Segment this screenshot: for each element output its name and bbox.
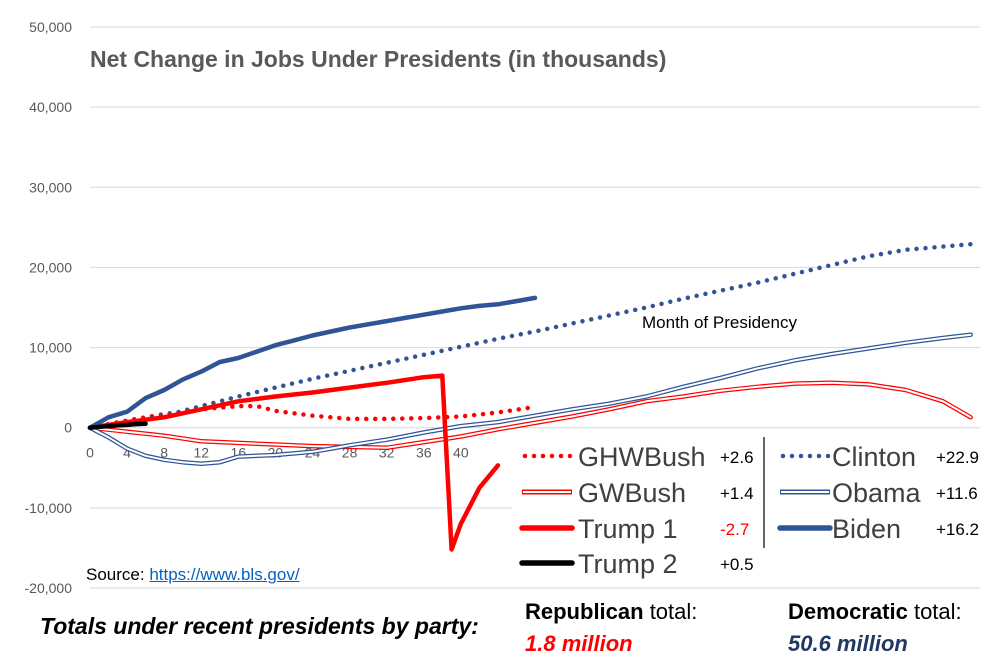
series-line-clinton	[87, 241, 973, 430]
legend-value: +16.2	[936, 520, 979, 539]
series-lines	[87, 241, 973, 552]
totals-heading: Totals under recent presidents by party:	[40, 613, 479, 639]
gridlines	[90, 26, 980, 589]
legend-entry-gwbush: GWBush +1.4	[522, 478, 754, 508]
republican-suffix: total:	[643, 599, 698, 624]
democratic-suffix: total:	[907, 599, 962, 624]
legend-entry-clinton: Clinton +22.9	[780, 442, 979, 472]
legend-name: Biden	[832, 514, 901, 544]
series-line-inner-obama	[89, 333, 972, 465]
legend-name: GWBush	[578, 478, 686, 508]
legend-entry-ghwbush: GHWBush +2.6	[522, 442, 754, 472]
x-tick-label: 40	[453, 445, 469, 461]
legend-entry-obama: Obama +11.6	[780, 478, 978, 508]
legend-entry-trump-1: Trump 1 -2.7	[519, 514, 749, 544]
legend-name: Trump 1	[578, 514, 678, 544]
series-trump-2	[87, 421, 148, 430]
series-gwbush	[87, 380, 973, 451]
chart-title: Net Change in Jobs Under Presidents (in …	[90, 46, 667, 72]
legend-panel	[512, 435, 990, 583]
y-tick-label: 20,000	[29, 259, 72, 275]
legend: GHWBush +2.6 GWBush +1.4 Trump 1 -2.7 Trump 2 +…	[512, 435, 990, 583]
democratic-total: Democratic total: 50.6 million	[788, 597, 962, 661]
legend-value: +22.9	[936, 448, 979, 467]
legend-name: Obama	[832, 478, 922, 508]
jobs-chart: 50,000 40,000 30,000 20,000 10,000 0 -10,000 -2…	[24, 19, 990, 595]
source-line: Source: https://www.bls.gov/	[86, 565, 300, 585]
y-tick-label: 10,000	[29, 340, 72, 356]
democratic-value: 50.6 million	[788, 631, 908, 656]
x-tick-label: 8	[160, 445, 168, 461]
legend-entry-trump-2: Trump 2 +0.5	[519, 549, 754, 579]
y-tick-label: -20,000	[25, 580, 73, 595]
legend-value: +2.6	[720, 448, 754, 467]
source-link[interactable]: https://www.bls.gov/	[149, 565, 300, 584]
legend-value: +0.5	[720, 555, 754, 574]
x-tick-label: 4	[123, 445, 131, 461]
x-axis-label: Month of Presidency	[642, 313, 797, 332]
x-tick-label: 36	[416, 445, 432, 461]
series-biden	[87, 295, 538, 430]
republican-total: Republican total: 1.8 million	[525, 597, 697, 661]
legend-value: -2.7	[720, 520, 749, 539]
y-tick-label: 50,000	[29, 19, 72, 35]
series-line-trump-2	[87, 421, 148, 430]
y-tick-label: -10,000	[25, 500, 73, 516]
y-axis-ticks: 50,000 40,000 30,000 20,000 10,000 0 -10,000 -2…	[25, 19, 73, 595]
republican-value: 1.8 million	[525, 631, 633, 656]
y-tick-label: 0	[64, 420, 72, 436]
democratic-name: Democratic	[788, 599, 908, 624]
series-line-trump-1	[87, 373, 501, 552]
legend-name: Trump 2	[578, 549, 678, 579]
series-obama	[87, 332, 973, 467]
x-tick-label: 0	[86, 445, 94, 461]
legend-name: Clinton	[832, 442, 916, 472]
source-label: Source:	[86, 565, 145, 584]
republican-name: Republican	[525, 599, 644, 624]
legend-value: +1.4	[720, 484, 754, 503]
series-trump-1	[87, 373, 501, 552]
y-tick-label: 30,000	[29, 179, 72, 195]
series-clinton	[87, 241, 973, 430]
x-tick-label: 12	[193, 445, 209, 461]
legend-value: +11.6	[936, 484, 978, 503]
series-line-biden	[87, 295, 538, 430]
legend-entry-biden: Biden +16.2	[777, 514, 979, 544]
y-tick-label: 40,000	[29, 99, 72, 115]
legend-name: GHWBush	[578, 442, 706, 472]
series-line-inner-gwbush	[89, 381, 972, 449]
